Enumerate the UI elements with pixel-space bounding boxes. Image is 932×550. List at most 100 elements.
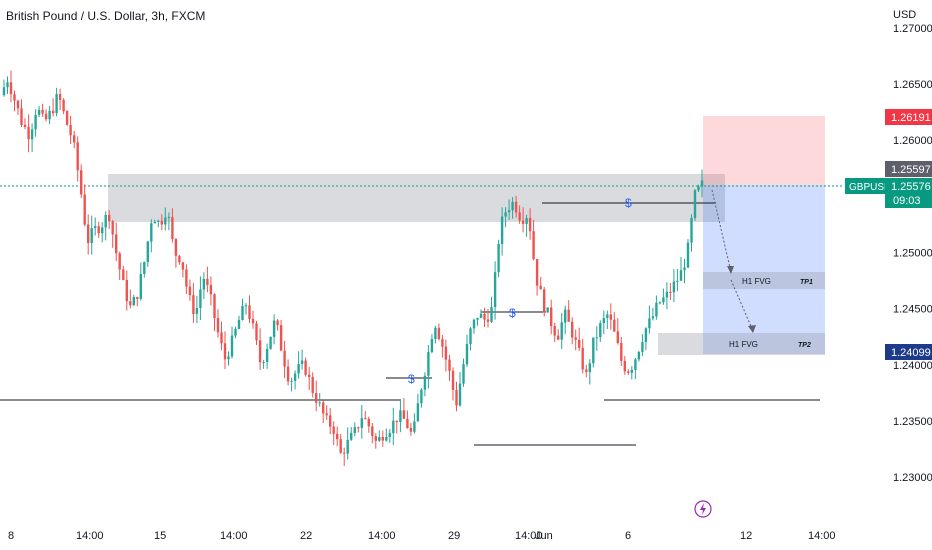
lightning-icon[interactable]	[694, 500, 712, 518]
candle-body	[360, 418, 363, 428]
candle-body	[139, 273, 142, 299]
candle-body	[451, 370, 455, 390]
time-tick: 14:00	[220, 530, 248, 542]
candle-body	[423, 375, 427, 390]
candle-body	[346, 439, 349, 454]
time-tick: 14:00	[515, 530, 543, 542]
candle-body	[279, 325, 283, 351]
candle-body	[332, 426, 335, 434]
candle-body	[37, 109, 41, 115]
candle-body	[676, 280, 679, 282]
target-price-badge	[885, 344, 932, 360]
candle-body	[416, 403, 420, 422]
projection-arrow-1-head	[727, 266, 734, 274]
candle-body	[269, 336, 272, 349]
candle-body	[51, 110, 55, 114]
candle-body	[94, 226, 97, 229]
candle-body	[30, 129, 34, 140]
candle-body	[300, 360, 304, 364]
candle-body	[143, 262, 146, 274]
candle-body	[216, 318, 220, 333]
candle-body	[185, 269, 188, 287]
candle-body	[595, 337, 598, 339]
fvg-label-2: H1 FVG	[729, 340, 758, 349]
candle-body	[413, 421, 416, 432]
candle-body	[528, 218, 532, 232]
candle-body	[150, 223, 153, 242]
price-axis[interactable]: 1.27000 1.26500 1.26000 1.25000 1.24500 1.240…	[893, 23, 932, 484]
candle-body	[406, 418, 409, 428]
candle-body	[630, 369, 633, 373]
candle-body	[465, 344, 469, 365]
candle-body	[315, 393, 318, 403]
candle-body	[195, 308, 199, 314]
candle-body	[420, 389, 423, 404]
candle-body	[227, 356, 230, 360]
candle-body	[251, 318, 255, 324]
price-tick: 1.27000	[893, 23, 932, 35]
candle-body	[44, 113, 48, 120]
candle-body	[560, 322, 563, 340]
candle-body	[101, 227, 104, 234]
candle-body	[521, 220, 525, 224]
candle-body	[6, 82, 9, 88]
candle-body	[672, 281, 676, 293]
current-price-label: 1.25576	[891, 181, 931, 193]
price-tick: 1.26000	[893, 135, 932, 147]
candle-body	[518, 212, 521, 221]
candle-body	[441, 339, 444, 347]
candles-group	[2, 70, 704, 466]
entry-price-badge	[885, 161, 932, 177]
candle-body	[248, 305, 251, 319]
candle-body	[535, 259, 539, 286]
candle-body	[90, 228, 93, 243]
candle-body	[23, 124, 27, 127]
candle-body	[697, 186, 700, 191]
time-tick: 22	[300, 530, 312, 542]
candle-body	[539, 285, 542, 290]
candle-body	[578, 339, 581, 348]
h1-fvg-tp2-zone	[658, 333, 825, 355]
candle-body	[65, 111, 69, 125]
candle-body	[87, 224, 90, 243]
candle-body	[241, 305, 244, 320]
price-tick: 1.23500	[893, 416, 932, 428]
time-tick: 14:00	[368, 530, 396, 542]
candle-body	[353, 427, 356, 433]
candle-body	[651, 316, 655, 319]
candle-body	[655, 302, 658, 317]
candle-body	[104, 215, 107, 228]
candle-body	[497, 243, 500, 273]
candle-body	[286, 366, 290, 382]
candle-body	[623, 360, 626, 372]
projection-arrow-2	[730, 279, 754, 332]
candle-body	[462, 364, 465, 384]
candle-body	[553, 326, 556, 336]
time-tick: 8	[8, 530, 14, 542]
candle-body	[507, 210, 511, 213]
tp2-label: TP2	[798, 342, 811, 349]
candle-body	[469, 328, 472, 344]
candle-body	[637, 351, 641, 360]
candle-body	[325, 413, 328, 416]
candle-body	[392, 420, 395, 434]
liquidity-mark-2: $	[509, 306, 516, 320]
candle-body	[13, 94, 16, 101]
candle-body	[244, 305, 248, 307]
candle-body	[199, 289, 202, 308]
candle-body	[223, 343, 227, 360]
candle-body	[374, 436, 377, 441]
candle-body	[258, 340, 262, 363]
candle-body	[395, 420, 398, 422]
candle-body	[574, 337, 577, 340]
candle-body	[514, 201, 518, 213]
candle-body	[409, 427, 413, 432]
candle-body	[371, 426, 374, 437]
candle-body	[486, 319, 490, 322]
candle-body	[167, 216, 171, 218]
candle-body	[641, 342, 644, 352]
candle-body	[178, 255, 181, 263]
fvg-label-1: H1 FVG	[742, 277, 771, 286]
